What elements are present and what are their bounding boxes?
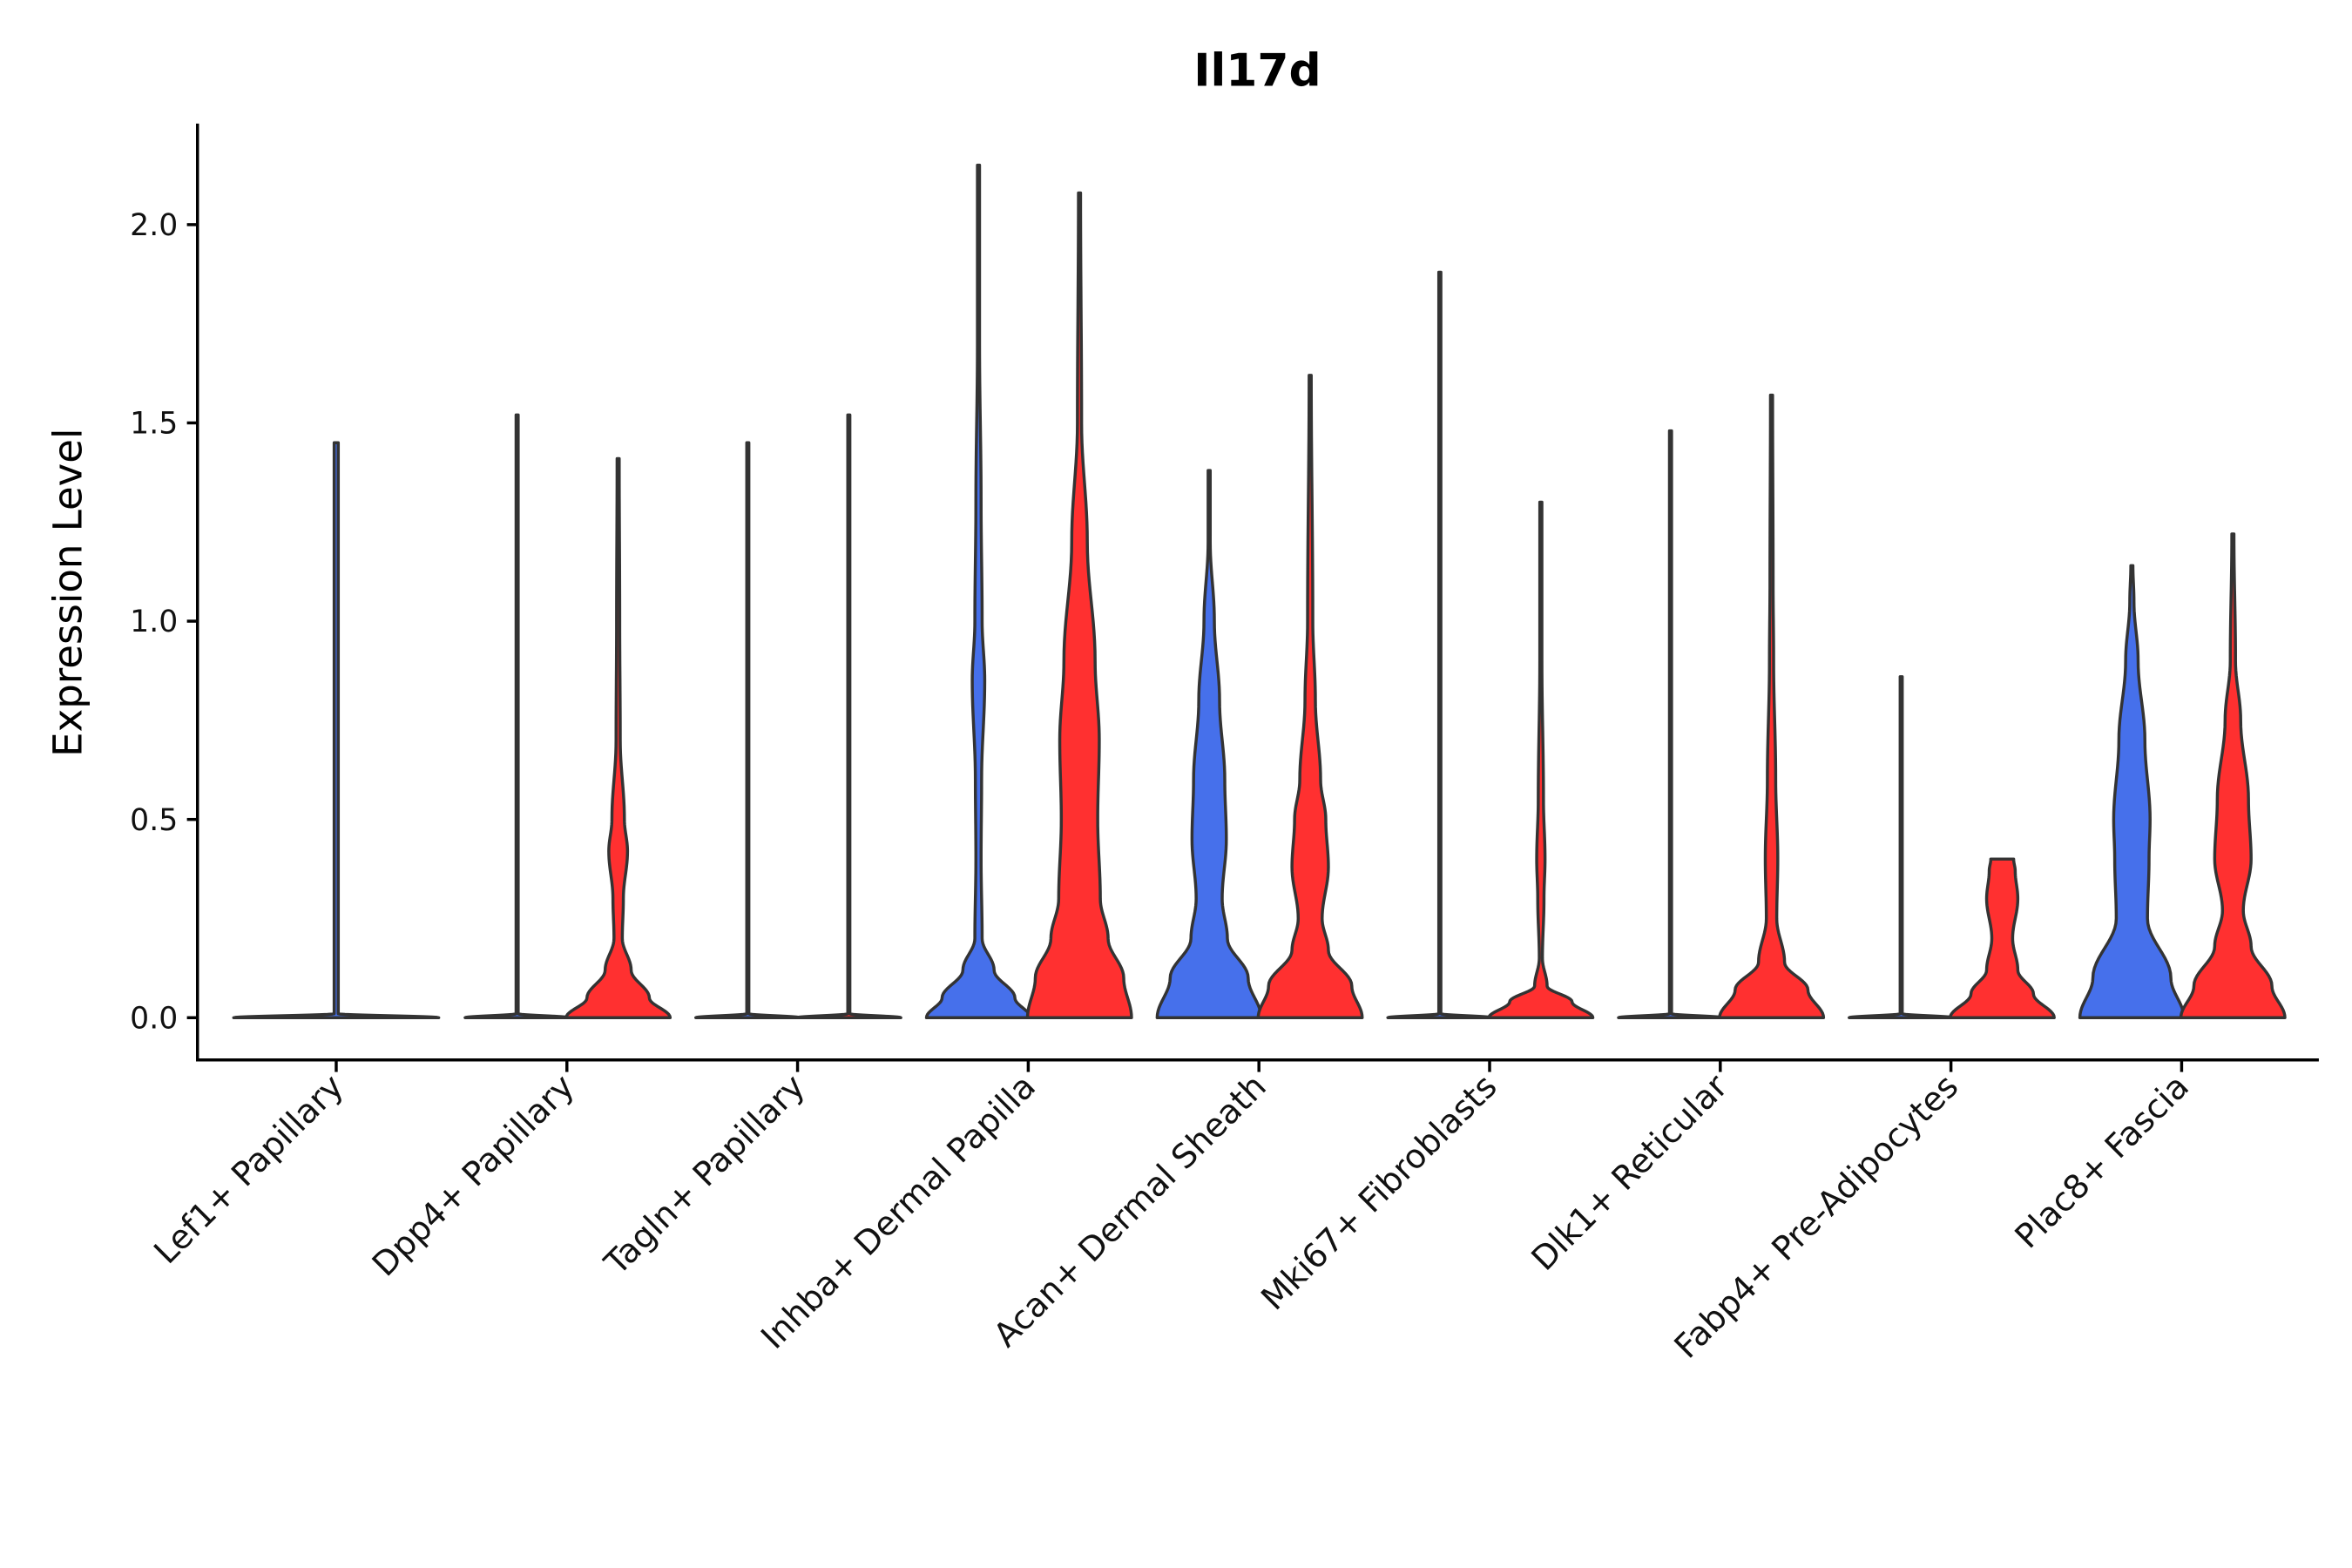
violin-3-red xyxy=(1025,191,1133,1019)
violin-7-red xyxy=(1949,857,2056,1019)
violin-8-blue xyxy=(2078,564,2186,1019)
violin-1-blue xyxy=(463,413,571,1019)
x-tick-label: Dlk1+ Reticular xyxy=(1524,1067,1734,1278)
violin-5-blue xyxy=(1386,270,1494,1019)
violin-7-blue xyxy=(1848,675,1955,1019)
violin-2-blue xyxy=(694,441,801,1019)
x-tick-label: Acan+ Dermal Sheath xyxy=(986,1067,1274,1355)
x-tick-label: Mki67+ Fibroblasts xyxy=(1254,1067,1504,1317)
violin-2-red xyxy=(794,413,902,1019)
x-tick-label: Dpp4+ Papillary xyxy=(365,1067,582,1284)
violin-0-blue xyxy=(232,441,441,1019)
violin-4-blue xyxy=(1155,469,1263,1019)
violin-1-red xyxy=(564,456,672,1019)
violin-6-red xyxy=(1718,393,1826,1019)
y-tick-label: 1.5 xyxy=(130,407,178,442)
x-tick-label: Lef1+ Papillary xyxy=(146,1067,350,1271)
violin-3-blue xyxy=(924,163,1032,1019)
y-tick-label: 0.0 xyxy=(130,1001,178,1036)
violin-5-red xyxy=(1487,500,1595,1019)
y-axis-label: Expression Level xyxy=(44,429,91,757)
y-tick-label: 1.0 xyxy=(130,605,178,639)
y-tick-label: 2.0 xyxy=(130,208,178,243)
violin-8-red xyxy=(2179,532,2287,1019)
y-ticks: 0.0 0.5 1.0 1.5 2.0 xyxy=(130,208,198,1036)
chart-title: Il17d xyxy=(1193,45,1321,98)
x-tick-label: Tagln+ Papillary xyxy=(597,1067,813,1283)
x-tick-label: Plac8+ Fascia xyxy=(2008,1067,2197,1256)
violin-6-blue xyxy=(1617,429,1725,1019)
y-tick-label: 0.5 xyxy=(130,803,178,838)
x-ticks: Lef1+ Papillary Dpp4+ Papillary Tagln+ Pap… xyxy=(146,1059,2197,1366)
violin-4-red xyxy=(1256,374,1364,1019)
violins-layer xyxy=(232,163,2287,1019)
